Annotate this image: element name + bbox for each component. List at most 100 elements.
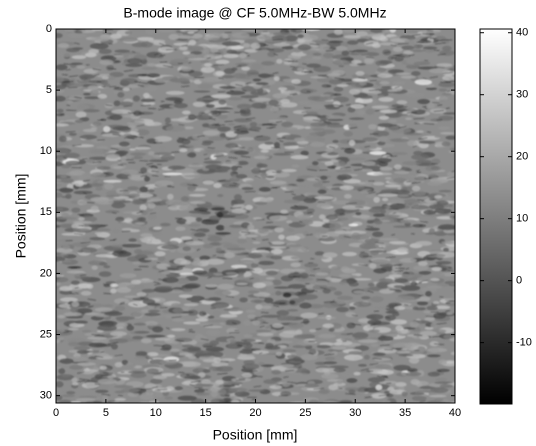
speckle (188, 114, 196, 120)
colorbar-tick-label: 20 (516, 151, 528, 163)
speckle (312, 161, 318, 165)
speckle (344, 354, 363, 360)
speckle (373, 173, 392, 176)
speckle (119, 200, 132, 203)
speckle (181, 196, 189, 202)
speckle (104, 311, 122, 316)
speckle (291, 79, 301, 84)
speckle (59, 188, 73, 193)
speckle (222, 75, 235, 78)
speckle (370, 151, 387, 155)
speckle (372, 231, 383, 237)
speckle (443, 334, 454, 339)
speckle (217, 284, 234, 290)
speckle (225, 46, 231, 49)
speckle (233, 204, 246, 209)
speckle (141, 338, 152, 343)
speckle (410, 321, 419, 327)
speckle (69, 365, 83, 370)
speckle (116, 287, 131, 292)
speckle (171, 202, 190, 206)
speckle (147, 214, 157, 220)
speckle (257, 36, 271, 40)
speckle (440, 384, 453, 388)
speckle (394, 164, 402, 169)
speckle (257, 333, 274, 337)
speckle (435, 208, 452, 214)
speckle (258, 261, 275, 265)
speckle (173, 42, 190, 45)
speckle (107, 375, 114, 379)
speckle (80, 276, 91, 279)
speckle (74, 181, 84, 187)
speckle (423, 46, 437, 49)
speckle (394, 171, 409, 174)
speckle (150, 379, 162, 384)
speckle (74, 346, 91, 350)
speckle (203, 161, 221, 164)
speckle (242, 363, 259, 369)
speckle (182, 111, 191, 115)
dark-streak (326, 51, 334, 52)
speckle (244, 40, 254, 43)
speckle (143, 93, 150, 98)
speckle (336, 169, 352, 173)
speckle (310, 122, 327, 127)
speckle (247, 314, 255, 318)
speckle (153, 208, 163, 212)
y-tick-label: 5 (46, 84, 52, 96)
speckle (329, 223, 341, 229)
speckle (217, 114, 227, 119)
speckle (425, 166, 441, 172)
speckle (431, 267, 442, 271)
speckle (275, 291, 281, 296)
dark-streak (224, 32, 231, 33)
speckle (298, 44, 312, 50)
speckle (327, 124, 345, 127)
speckle (226, 344, 243, 349)
speckle (429, 348, 439, 353)
speckle (114, 55, 124, 58)
speckle (405, 108, 416, 111)
speckle (427, 103, 435, 108)
speckle (317, 158, 332, 161)
speckle (333, 101, 341, 107)
speckle (340, 185, 354, 190)
speckle (154, 152, 172, 155)
speckle (353, 291, 365, 294)
speckle (125, 31, 132, 34)
speckle (168, 166, 186, 170)
speckle (368, 208, 382, 213)
speckle (102, 76, 109, 80)
speckle (439, 96, 446, 102)
speckle (431, 323, 437, 328)
speckle (77, 362, 96, 366)
speckle (316, 203, 330, 209)
dark-streak (389, 209, 398, 210)
speckle (299, 303, 311, 309)
speckle (99, 384, 110, 390)
speckle (298, 101, 311, 105)
speckle (122, 88, 129, 92)
speckle (319, 214, 325, 219)
speckle (423, 210, 436, 215)
speckle (239, 53, 246, 59)
speckle (236, 283, 248, 286)
dark-streak (438, 371, 441, 372)
speckle (389, 241, 406, 244)
speckle (341, 51, 349, 56)
speckle (64, 53, 71, 57)
speckle (205, 284, 217, 287)
speckle (372, 259, 389, 265)
speckle (84, 401, 94, 407)
speckle (346, 323, 355, 329)
speckle (174, 404, 192, 410)
speckle (404, 30, 417, 34)
speckle (100, 366, 107, 370)
speckle (91, 205, 99, 211)
speckle (355, 71, 364, 76)
dark-streak (114, 54, 121, 55)
speckle (398, 194, 409, 197)
speckle (325, 148, 333, 152)
